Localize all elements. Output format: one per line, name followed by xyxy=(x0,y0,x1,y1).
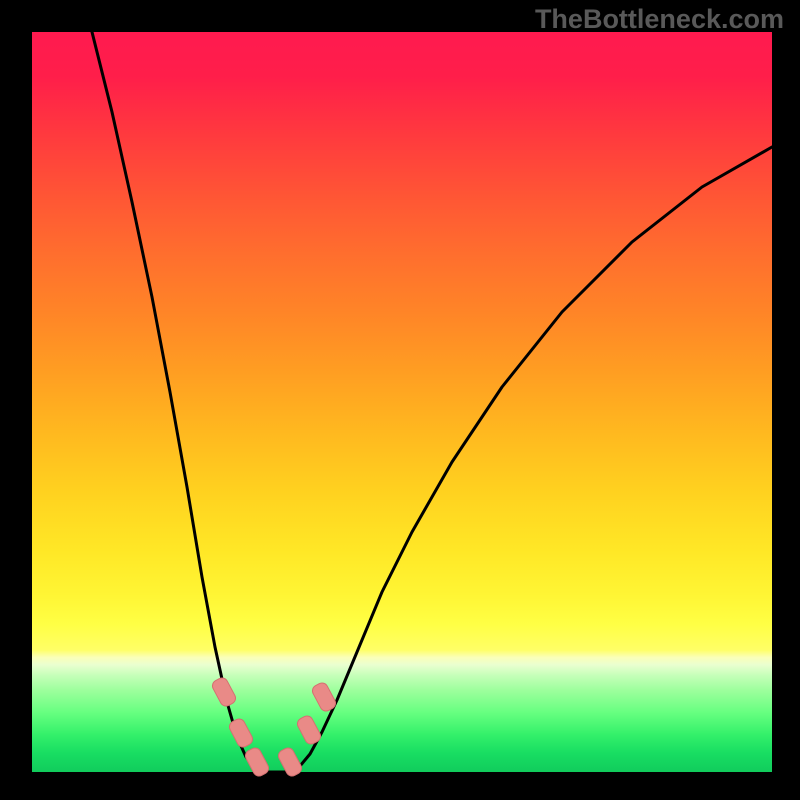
curve-marker xyxy=(210,676,237,708)
bottleneck-curve xyxy=(92,32,772,772)
curve-layer xyxy=(0,0,800,800)
bottleneck-path xyxy=(92,32,772,772)
watermark-text: TheBottleneck.com xyxy=(535,4,784,35)
marker-group xyxy=(210,676,337,778)
chart-root: TheBottleneck.com xyxy=(0,0,800,800)
